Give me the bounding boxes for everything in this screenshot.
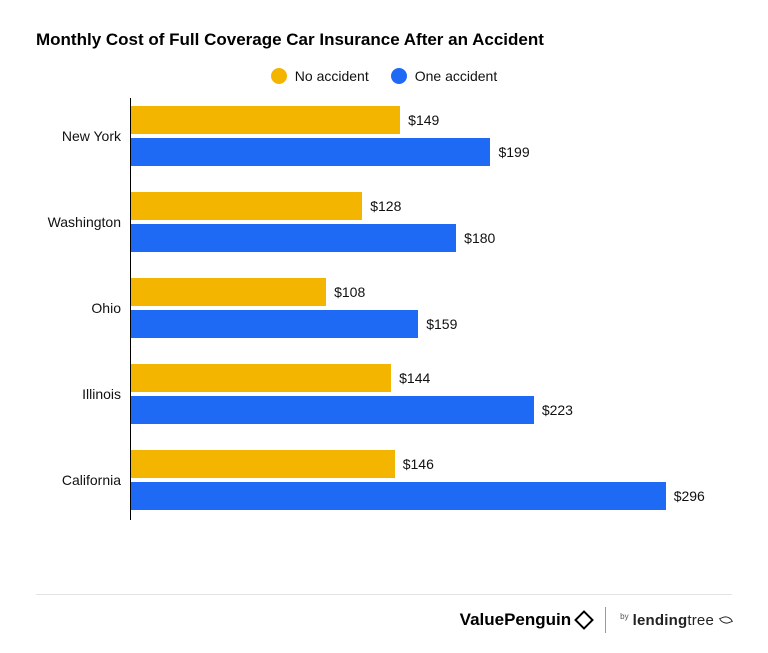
bar [131, 450, 395, 478]
bar [131, 138, 490, 166]
bar [131, 224, 456, 252]
brand-separator [605, 607, 606, 633]
legend-label: No accident [295, 68, 369, 84]
bar-value-label: $149 [408, 112, 439, 128]
bar [131, 396, 534, 424]
bar-value-label: $180 [464, 230, 495, 246]
bar-wrap: $180 [131, 224, 732, 252]
category-label: Washington [31, 214, 121, 230]
bar-value-label: $199 [498, 144, 529, 160]
bar [131, 364, 391, 392]
legend-item: One accident [391, 68, 498, 84]
bar-value-label: $223 [542, 402, 573, 418]
bar-wrap: $199 [131, 138, 732, 166]
bar-wrap: $146 [131, 450, 732, 478]
category-label: New York [31, 128, 121, 144]
bar-wrap: $128 [131, 192, 732, 220]
leaf-icon [718, 614, 732, 626]
bar-value-label: $128 [370, 198, 401, 214]
bar [131, 278, 326, 306]
chart-title: Monthly Cost of Full Coverage Car Insura… [36, 30, 732, 50]
category-label: California [31, 472, 121, 488]
chart-group: California$146$296 [131, 450, 732, 510]
bar [131, 106, 400, 134]
legend-item: No accident [271, 68, 369, 84]
legend-swatch [391, 68, 407, 84]
bar [131, 482, 666, 510]
lendingtree-by: by [620, 612, 628, 621]
bar-value-label: $108 [334, 284, 365, 300]
bar [131, 310, 418, 338]
chart-group: Illinois$144$223 [131, 364, 732, 424]
valuepenguin-text: ValuePenguin [460, 610, 571, 630]
bar-wrap: $296 [131, 482, 732, 510]
chart-group: Washington$128$180 [131, 192, 732, 252]
legend-swatch [271, 68, 287, 84]
bar-value-label: $296 [674, 488, 705, 504]
category-label: Illinois [31, 386, 121, 402]
bar-value-label: $146 [403, 456, 434, 472]
bar-wrap: $223 [131, 396, 732, 424]
bar-wrap: $108 [131, 278, 732, 306]
footer-brands: ValuePenguin by lendingtree [460, 607, 732, 633]
chart-group: Ohio$108$159 [131, 278, 732, 338]
legend-label: One accident [415, 68, 498, 84]
bar-wrap: $144 [131, 364, 732, 392]
valuepenguin-logo: ValuePenguin [460, 610, 591, 630]
bar-value-label: $144 [399, 370, 430, 386]
chart-group: New York$149$199 [131, 106, 732, 166]
bar [131, 192, 362, 220]
lendingtree-logo: by lendingtree [620, 612, 732, 629]
bar-wrap: $149 [131, 106, 732, 134]
bar-wrap: $159 [131, 310, 732, 338]
bar-value-label: $159 [426, 316, 457, 332]
footer-divider [36, 594, 732, 595]
lendingtree-text: lendingtree [633, 612, 714, 629]
chart-plot-area: New York$149$199Washington$128$180Ohio$1… [130, 98, 732, 520]
category-label: Ohio [31, 300, 121, 316]
legend: No accident One accident [36, 68, 732, 84]
valuepenguin-icon [574, 610, 594, 630]
